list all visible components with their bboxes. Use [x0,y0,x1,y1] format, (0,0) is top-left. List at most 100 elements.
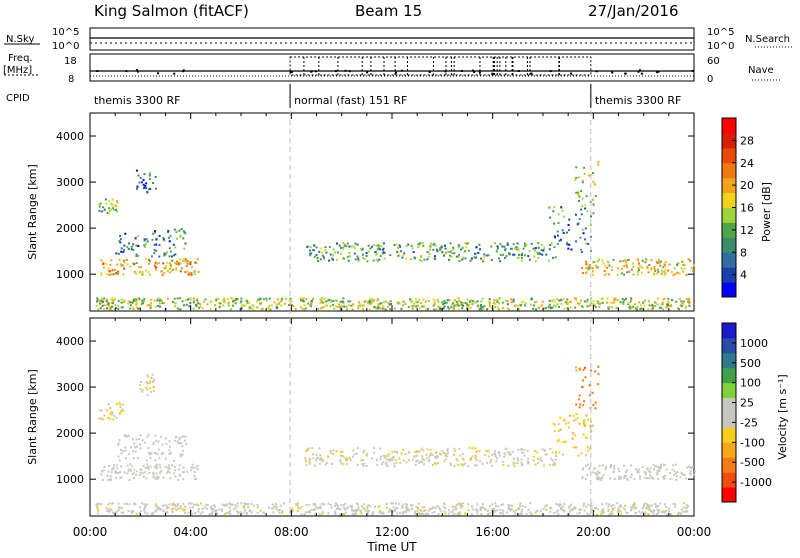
data-cell [382,305,385,308]
data-cell [689,466,692,469]
data-cell [504,248,507,251]
data-cell [144,386,147,389]
data-cell [186,262,189,265]
data-cell [383,251,386,254]
data-cell [197,504,200,507]
data-cell [110,508,113,511]
data-cell [612,464,615,467]
data-cell [336,251,339,254]
data-cell [137,438,140,441]
data-cell [130,248,133,251]
data-cell [438,307,441,310]
data-cell [663,503,666,506]
data-cell [109,479,112,482]
data-cell [663,263,666,266]
data-cell [372,244,375,247]
data-cell [472,508,475,511]
data-cell [352,245,355,248]
data-cell [655,505,658,508]
data-cell [672,502,675,505]
data-cell [636,471,639,474]
data-cell [197,302,200,305]
data-cell [221,299,224,302]
data-cell [574,434,577,437]
data-cell [446,455,449,458]
data-cell [318,513,321,516]
data-cell [117,270,120,273]
data-cell [689,259,692,262]
data-cell [565,231,568,234]
power-data [89,113,695,311]
data-cell [640,307,643,310]
data-cell [591,471,594,474]
data-cell [420,302,423,305]
data-cell [344,508,347,511]
colorbar-swatch [722,177,736,194]
data-cell [142,183,145,186]
data-cell [609,466,612,469]
data-cell [439,249,442,252]
data-cell [682,300,685,303]
data-cell [184,271,187,274]
data-cell [165,507,168,510]
data-cell [335,450,338,453]
data-cell [342,455,345,458]
data-cell [101,210,104,213]
data-cell [659,264,662,267]
freq-dot [639,69,642,72]
data-cell [606,297,609,300]
data-cell [451,505,454,508]
data-cell [554,256,557,259]
data-cell [322,256,325,259]
data-cell [422,459,425,462]
data-cell [446,447,449,450]
data-cell [616,510,619,513]
data-cell [548,206,551,209]
data-cell [555,450,558,453]
data-cell [311,297,314,300]
data-cell [475,464,478,467]
data-cell [641,465,644,468]
data-cell [668,263,671,266]
data-cell [154,175,157,178]
data-cell [139,443,142,446]
data-cell [521,504,524,507]
data-cell [190,273,193,276]
freq-dot [478,71,481,74]
data-cell [462,458,465,461]
data-cell [397,254,400,257]
data-cell [154,434,157,437]
data-cell [688,304,691,307]
data-cell [179,235,182,238]
data-cell [372,511,375,514]
data-cell [310,508,313,511]
freq-dot [637,70,640,73]
freq-dot [173,72,176,75]
data-cell [124,232,127,235]
data-cell [198,307,201,310]
data-cell [402,254,405,257]
data-cell [97,509,100,512]
data-cell [155,238,158,241]
data-cell [382,251,385,254]
data-cell [177,507,180,510]
data-cell [549,306,552,309]
data-cell [519,502,522,505]
data-cell [567,229,570,232]
data-cell [448,254,451,257]
data-cell [594,507,597,510]
data-cell [377,260,380,263]
data-cell [123,502,126,505]
data-cell [210,508,213,511]
data-cell [145,182,148,185]
data-cell [147,258,150,261]
data-cell [434,462,437,465]
data-cell [147,465,150,468]
data-cell [533,249,536,252]
data-cell [111,198,114,201]
data-cell [256,504,259,507]
data-cell [459,305,462,308]
data-cell [176,440,179,443]
beam-title: Beam 15 [355,2,422,20]
data-cell [632,262,635,265]
